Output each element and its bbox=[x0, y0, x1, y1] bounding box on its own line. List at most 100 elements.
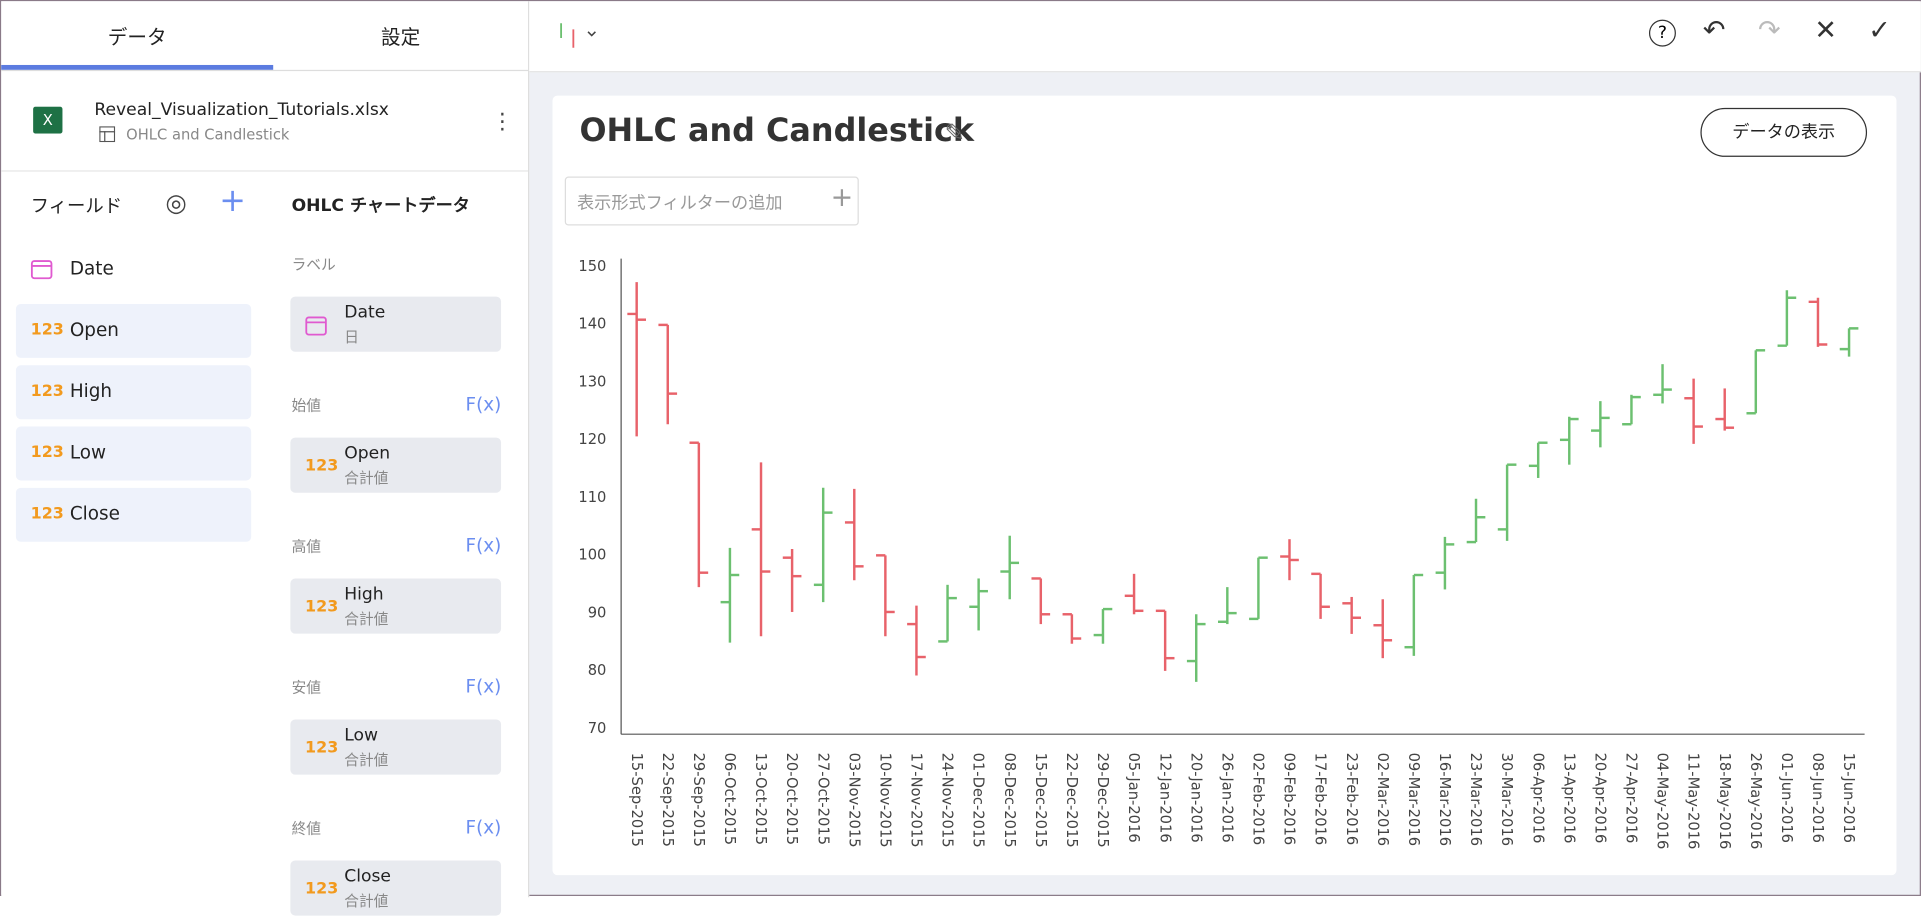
field-item[interactable]: 123 Close bbox=[15, 487, 252, 542]
fx-button[interactable]: F(x) bbox=[465, 816, 502, 839]
x-tick-label: 26-May-2016 bbox=[1747, 753, 1764, 850]
config-item[interactable]: 123 Close 合計値 bbox=[290, 860, 502, 916]
badge: 123 bbox=[30, 504, 64, 524]
badge: 123 bbox=[305, 880, 339, 899]
add-field-button[interactable]: + bbox=[219, 182, 246, 220]
left-panel: データ 設定 X Reveal_Visualization_Tutorials.… bbox=[1, 1, 530, 916]
svg-text:X: X bbox=[43, 112, 53, 129]
help-button[interactable]: ? bbox=[1648, 19, 1676, 47]
config-item[interactable]: Date 日 bbox=[290, 296, 502, 352]
x-tick-label: 20-Jan-2016 bbox=[1187, 753, 1204, 843]
redo-button[interactable]: ↷ bbox=[1758, 15, 1781, 47]
x-tick-label: 30-Mar-2016 bbox=[1498, 753, 1515, 846]
field: High bbox=[69, 379, 113, 403]
x-tick-label: 01-Dec-2015 bbox=[970, 753, 987, 848]
section-label: 終値 bbox=[291, 819, 321, 838]
y-tick-label: 90 bbox=[588, 604, 607, 621]
x-tick-label: 15-Dec-2015 bbox=[1032, 753, 1049, 848]
chart-type-button[interactable] bbox=[554, 18, 603, 50]
section-label: 安値 bbox=[291, 679, 321, 697]
item-agg: 日 bbox=[344, 328, 359, 346]
edit-title-button[interactable]: ✎ bbox=[944, 117, 966, 148]
item-name: High bbox=[344, 584, 384, 605]
filter-placeholder: 表示形式フィルターの追加 bbox=[577, 193, 783, 214]
item-agg: 合計値 bbox=[344, 892, 389, 910]
menu-button[interactable]: ⋮ bbox=[491, 109, 514, 135]
config-item[interactable]: 123 Open 合計値 bbox=[290, 437, 502, 493]
date-icon bbox=[30, 260, 53, 280]
x-tick-label: 24-Nov-2015 bbox=[939, 753, 956, 848]
tab[interactable]: 設定 bbox=[380, 25, 421, 50]
view-data-button[interactable]: データの表示 bbox=[1700, 107, 1868, 157]
x-tick-label: 13-Oct-2015 bbox=[752, 753, 769, 846]
x-tick-label: 27-Oct-2015 bbox=[814, 753, 831, 846]
item-agg: 合計値 bbox=[344, 469, 389, 487]
ai-button[interactable]: ◎ bbox=[165, 187, 187, 217]
x-tick-label: 01-Jun-2016 bbox=[1778, 753, 1795, 843]
item-agg: 合計値 bbox=[344, 610, 389, 628]
chart-title: OHLC and Candlestick bbox=[579, 112, 975, 150]
x-tick-label: 09-Feb-2016 bbox=[1281, 753, 1298, 846]
section-label: 高値 bbox=[291, 538, 321, 556]
field: Close bbox=[69, 502, 120, 525]
x-tick-label: 26-Jan-2016 bbox=[1218, 753, 1235, 843]
chart-card: OHLC and Candlestick ✎ データの表示 表示形式フィルターの… bbox=[552, 95, 1897, 876]
x-tick-label: 22-Dec-2015 bbox=[1063, 753, 1080, 848]
confirm-button[interactable]: ✓ bbox=[1868, 15, 1891, 47]
item-name: Low bbox=[344, 725, 379, 746]
x-tick-label: 18-May-2016 bbox=[1716, 753, 1733, 850]
y-tick-label: 150 bbox=[578, 258, 606, 275]
fx-button[interactable]: F(x) bbox=[465, 393, 502, 416]
chart: 70 80 90 100 110 120 130 140 150 15-Sep-2015 22-Se… bbox=[578, 258, 1865, 850]
x-tick-label: 20-Apr-2016 bbox=[1591, 753, 1608, 844]
config-item[interactable]: 123 High 合計値 bbox=[290, 578, 502, 634]
badge: 123 bbox=[305, 457, 339, 476]
field[interactable]: Date bbox=[69, 257, 114, 280]
x-tick-label: 09-Mar-2016 bbox=[1405, 753, 1422, 846]
divider bbox=[1, 170, 529, 172]
field-item[interactable]: 123 High bbox=[15, 365, 252, 420]
x-tick-label: 29-Sep-2015 bbox=[690, 753, 707, 847]
x-tick-label: 16-Mar-2016 bbox=[1436, 753, 1453, 846]
field-item[interactable]: 123 Open bbox=[15, 303, 252, 358]
fx-button[interactable]: F(x) bbox=[465, 534, 502, 557]
x-tick-label: 17-Nov-2015 bbox=[908, 753, 925, 848]
item-name: Open bbox=[344, 443, 391, 464]
badge: 123 bbox=[30, 321, 64, 340]
y-tick-label: 100 bbox=[578, 547, 606, 564]
x-tick-label: 22-Sep-2015 bbox=[659, 753, 676, 847]
x-tick-label: 03-Nov-2015 bbox=[845, 753, 862, 848]
badge: 123 bbox=[30, 443, 64, 463]
y-tick-label: 110 bbox=[578, 489, 606, 506]
badge: 123 bbox=[30, 382, 64, 401]
fx-button[interactable]: F(x) bbox=[465, 675, 502, 698]
field-item[interactable]: 123 Low bbox=[15, 426, 252, 481]
config-item[interactable]: 123 Low 合計値 bbox=[290, 719, 502, 775]
x-tick-label: 29-Dec-2015 bbox=[1094, 753, 1111, 848]
filter-box[interactable]: 表示形式フィルターの追加 + bbox=[564, 176, 859, 226]
date-icon bbox=[305, 316, 327, 336]
x-tick-label: 11-May-2016 bbox=[1685, 753, 1702, 850]
x-tick-label: 23-Feb-2016 bbox=[1343, 753, 1360, 846]
tab[interactable]: データ bbox=[107, 25, 167, 50]
x-tick-label: 02-Feb-2016 bbox=[1250, 753, 1267, 846]
close-button[interactable]: ✕ bbox=[1814, 15, 1837, 47]
field: Low bbox=[69, 441, 107, 464]
config-title: OHLC チャートデータ bbox=[291, 196, 470, 216]
x-tick-label: 05-Jan-2016 bbox=[1125, 753, 1142, 843]
section-label: 始値 bbox=[291, 397, 321, 415]
divider bbox=[1, 69, 529, 72]
x-tick-label: 12-Jan-2016 bbox=[1156, 753, 1173, 843]
section-label: ラベル bbox=[291, 256, 336, 274]
y-tick-label: 140 bbox=[578, 316, 606, 333]
x-tick-label: 06-Oct-2015 bbox=[721, 753, 738, 846]
field: Open bbox=[69, 318, 119, 341]
x-tick-label: 06-Apr-2016 bbox=[1529, 753, 1546, 844]
item-agg: 合計値 bbox=[344, 751, 389, 769]
undo-button[interactable]: ↶ bbox=[1702, 15, 1726, 47]
y-tick-label: 120 bbox=[578, 431, 606, 448]
y-tick-label: 80 bbox=[588, 662, 607, 679]
x-tick-label: 02-Mar-2016 bbox=[1374, 753, 1391, 846]
badge: 123 bbox=[305, 739, 339, 758]
